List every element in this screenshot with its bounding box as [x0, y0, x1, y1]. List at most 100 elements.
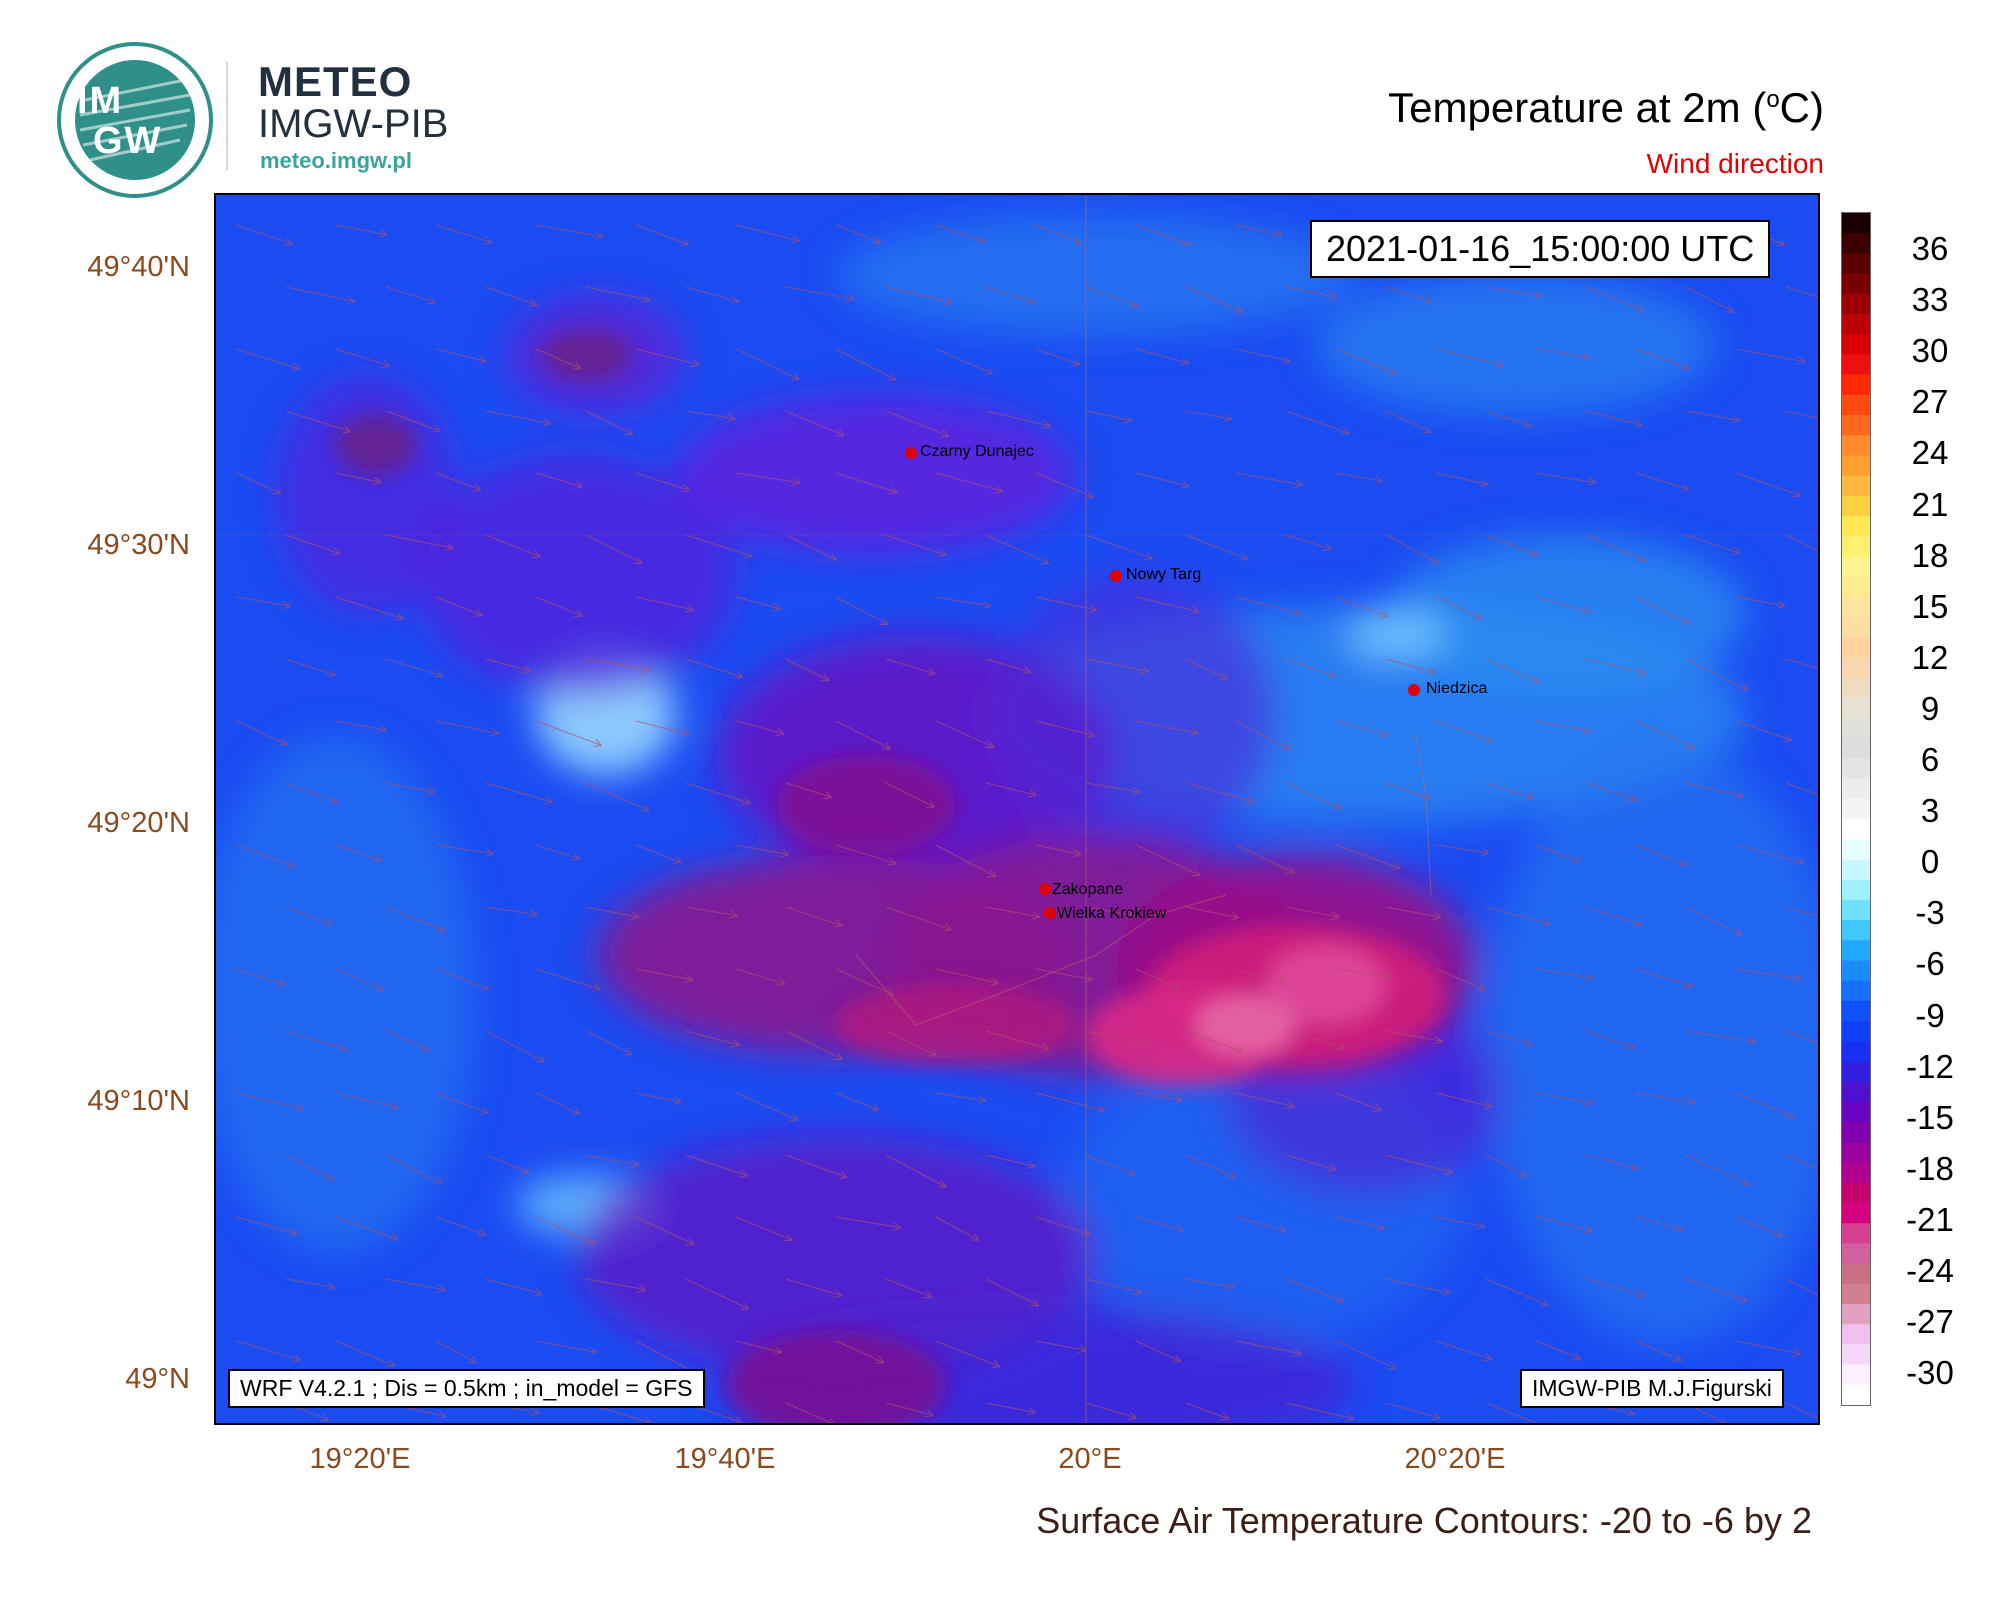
wind-arrow: [1535, 720, 1590, 732]
wind-arrow: [235, 844, 294, 866]
wind-arrow: [535, 596, 582, 616]
colorbar-swatch: [1842, 1283, 1870, 1305]
wind-arrow: [985, 410, 1050, 426]
city-marker[interactable]: [1408, 684, 1420, 696]
wind-arrow: [785, 1278, 841, 1296]
wind-arrow: [435, 1216, 485, 1235]
colorbar-tick-label: 27: [1911, 383, 1949, 421]
wind-arrow: [685, 286, 738, 301]
colorbar-swatch: [1842, 879, 1870, 901]
wind-arrow: [1235, 1216, 1285, 1231]
wind-arrow: [1785, 1278, 1818, 1296]
wind-arrow: [435, 472, 480, 490]
wind-arrow: [435, 224, 491, 242]
wind-arrow: [535, 348, 580, 368]
wind-arrow: [1485, 1154, 1526, 1176]
wind-arrow: [785, 286, 853, 299]
wind-arrow: [1535, 1216, 1591, 1231]
colorbar-swatch: [1842, 1384, 1870, 1406]
wind-arrow: [1185, 1154, 1235, 1177]
wind-arrow: [385, 782, 434, 792]
city-label-zakopane: Zakopane: [1052, 881, 1124, 898]
lat-label-49-20: 49°20'N: [87, 807, 190, 839]
temperature-map[interactable]: [214, 193, 1820, 1425]
wind-arrow: [1785, 534, 1818, 552]
wind-arrow: [885, 906, 951, 930]
wind-arrow: [1085, 658, 1148, 671]
wind-arrow: [1485, 534, 1537, 555]
wind-arrow: [935, 844, 995, 876]
wind-arrow: [835, 348, 895, 379]
wind-arrow: [535, 224, 602, 237]
wind-arrow: [335, 968, 383, 990]
city-marker[interactable]: [1039, 883, 1051, 895]
wind-arrow: [685, 906, 737, 916]
colorbar-swatch: [1842, 677, 1870, 699]
wind-arrow: [885, 782, 934, 807]
wind-arrow: [635, 844, 680, 862]
wind-arrow: [1535, 1092, 1592, 1103]
wind-arrow: [1185, 534, 1247, 559]
wind-arrow: [1035, 720, 1094, 736]
wind-arrow: [935, 1340, 999, 1366]
wind-arrow: [1735, 596, 1784, 606]
wind-arrow: [735, 1092, 797, 1120]
wind-arrow: [1385, 658, 1435, 673]
colorbar-swatch: [1842, 1101, 1870, 1123]
wind-arrow: [635, 1216, 694, 1244]
wind-arrow: [1285, 906, 1338, 917]
colorbar-swatch: [1842, 839, 1870, 861]
colorbar-swatch: [1842, 1223, 1870, 1244]
wind-arrow: [1335, 596, 1387, 616]
wind-arrow: [1085, 410, 1131, 421]
wind-arrow: [1135, 596, 1198, 612]
credit-box: IMGW-PIB M.J.Figurski: [1520, 1369, 1784, 1408]
map-subtitle: Wind direction: [1646, 148, 1824, 179]
colorbar-tick-label: -12: [1906, 1047, 1954, 1085]
wind-arrow: [835, 1216, 900, 1228]
wind-arrow: [685, 782, 749, 803]
colorbar-tick-label: 12: [1911, 638, 1949, 676]
wind-arrow: [585, 410, 632, 434]
wind-arrow: [685, 1030, 739, 1045]
wind-arrow: [1185, 906, 1238, 918]
wind-arrow: [785, 782, 831, 797]
wind-arrow: [985, 534, 1048, 563]
wind-arrow: [1735, 844, 1803, 862]
wind-arrow: [935, 472, 1002, 491]
brand-url-link[interactable]: meteo.imgw.pl: [260, 148, 412, 173]
wind-arrow: [685, 410, 734, 419]
wind-arrow: [1785, 1154, 1818, 1170]
wind-arrow: [1485, 410, 1530, 426]
colorbar-swatch: [1842, 394, 1870, 416]
colorbar-swatch: [1842, 415, 1870, 436]
city-marker[interactable]: [1044, 907, 1056, 919]
wind-arrow: [235, 472, 280, 493]
wind-arrow: [1335, 1092, 1381, 1110]
wind-arrow: [485, 1030, 543, 1061]
wind-arrow: [985, 1154, 1034, 1166]
wind-arrow: [1335, 844, 1400, 868]
wind-arrow: [1485, 1402, 1548, 1423]
city-marker[interactable]: [905, 447, 917, 459]
wind-arrow: [1285, 410, 1348, 433]
wind-arrow: [1035, 224, 1081, 243]
wind-arrow: [785, 906, 841, 926]
wind-arrow: [735, 348, 798, 379]
colorbar-tick-label: -24: [1906, 1252, 1954, 1289]
wind-arrow: [635, 596, 693, 610]
wind-arrow: [1185, 410, 1231, 419]
wind-arrow: [885, 410, 948, 436]
wind-arrow: [1135, 472, 1188, 486]
colorbar-tick-label: -9: [1915, 996, 1945, 1034]
wind-arrow: [935, 1216, 978, 1240]
wind-vectors: [235, 224, 1818, 1423]
wind-arrow: [885, 1154, 945, 1187]
border-lines: [216, 195, 1818, 1423]
colorbar-swatch: [1842, 1122, 1870, 1143]
wind-arrow: [1085, 782, 1139, 792]
wind-arrow: [1685, 782, 1742, 797]
colorbar-tick-label: 33: [1911, 281, 1949, 319]
city-marker[interactable]: [1110, 570, 1122, 582]
wind-arrow: [285, 286, 354, 301]
